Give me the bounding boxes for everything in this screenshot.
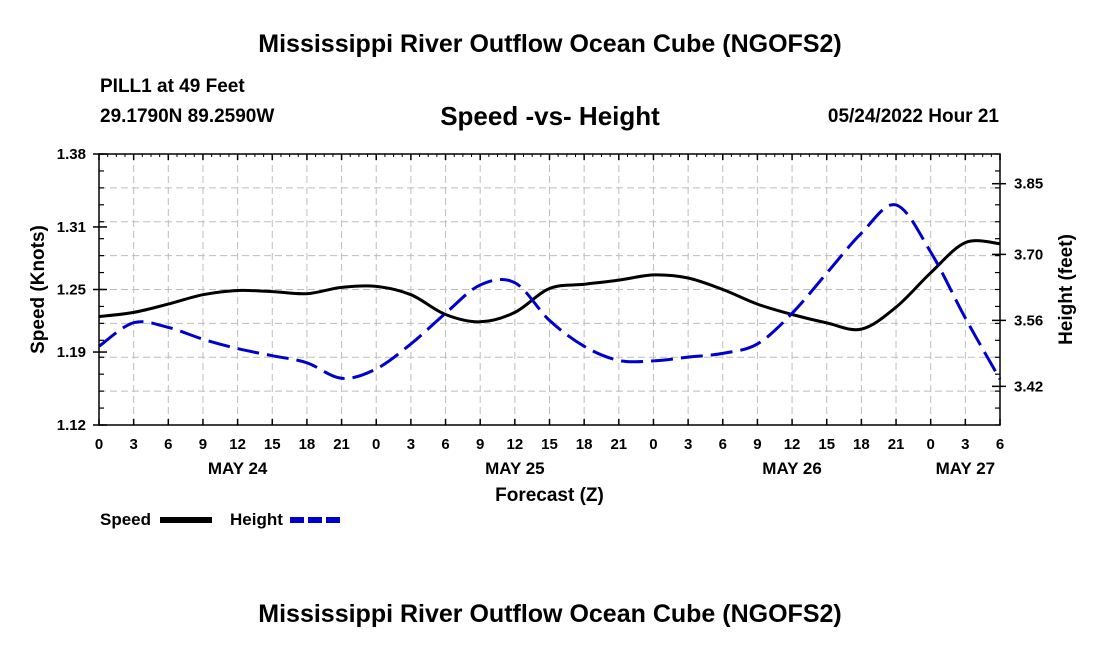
x-tick-label: 18 — [853, 436, 870, 453]
x-tick-label: 3 — [407, 436, 415, 453]
x-tick-label: 0 — [927, 436, 935, 453]
x-tick-label: 21 — [333, 436, 350, 453]
day-label: MAY 27 — [936, 459, 996, 478]
series-line-speed — [98, 239, 1001, 332]
x-tick-label: 12 — [229, 436, 246, 453]
y2-tick-label: 3.42 — [1014, 378, 1043, 395]
y2-tick-label: 3.56 — [1014, 312, 1043, 329]
chart-title: Speed -vs- Height — [440, 101, 660, 131]
forecast-timestamp: 05/24/2022 Hour 21 — [827, 106, 999, 127]
x-tick-label: 18 — [299, 436, 316, 453]
y2-axis-title: Height (feet) — [1056, 234, 1077, 345]
axes — [93, 153, 1006, 426]
y-tick-label: 1.31 — [57, 219, 86, 236]
day-label: MAY 24 — [208, 459, 268, 478]
x-tick-label: 9 — [199, 436, 207, 453]
footer-title: Mississippi River Outflow Ocean Cube (NG… — [258, 600, 842, 628]
x-tick-label: 18 — [576, 436, 593, 453]
y-tick-label: 1.38 — [57, 146, 86, 163]
station-label: PILL1 at 49 Feet — [100, 76, 245, 97]
x-tick-label: 6 — [996, 436, 1004, 453]
x-tick-label: 0 — [95, 436, 103, 453]
legend-height-label: Height — [230, 510, 283, 529]
main-title: Mississippi River Outflow Ocean Cube (NG… — [258, 30, 842, 58]
x-tick-label: 12 — [507, 436, 524, 453]
x-tick-label: 3 — [129, 436, 137, 453]
coordinates-label: 29.1790N 89.2590W — [100, 106, 275, 127]
x-tick-label: 15 — [264, 436, 281, 453]
y-axis-title: Speed (Knots) — [28, 225, 49, 354]
x-tick-label: 6 — [441, 436, 449, 453]
day-label: MAY 26 — [762, 459, 822, 478]
x-tick-label: 12 — [784, 436, 801, 453]
day-label: MAY 25 — [485, 459, 545, 478]
x-tick-label: 9 — [753, 436, 761, 453]
y-tick-label: 1.12 — [57, 417, 86, 434]
x-tick-label: 3 — [684, 436, 692, 453]
x-tick-label: 15 — [541, 436, 558, 453]
x-tick-label: 6 — [164, 436, 172, 453]
y-tick-label: 1.25 — [57, 282, 86, 299]
x-tick-label: 0 — [372, 436, 380, 453]
y2-tick-label: 3.70 — [1014, 246, 1043, 263]
x-tick-label: 21 — [610, 436, 627, 453]
x-tick-label: 6 — [719, 436, 727, 453]
axis-labels: Forecast (Z) Speed (Knots) Height (feet)… — [28, 146, 1077, 506]
x-tick-label: 0 — [649, 436, 657, 453]
x-tick-label: 9 — [476, 436, 484, 453]
series-group — [98, 203, 1002, 381]
series-line-height — [98, 203, 1002, 381]
x-axis-title: Forecast (Z) — [495, 485, 604, 506]
x-tick-label: 3 — [961, 436, 969, 453]
x-tick-label: 15 — [818, 436, 835, 453]
y-tick-label: 1.19 — [57, 344, 86, 361]
legend: Speed Height — [100, 510, 342, 529]
y2-tick-label: 3.85 — [1014, 176, 1043, 193]
x-tick-label: 21 — [888, 436, 905, 453]
legend-speed-label: Speed — [100, 510, 151, 529]
